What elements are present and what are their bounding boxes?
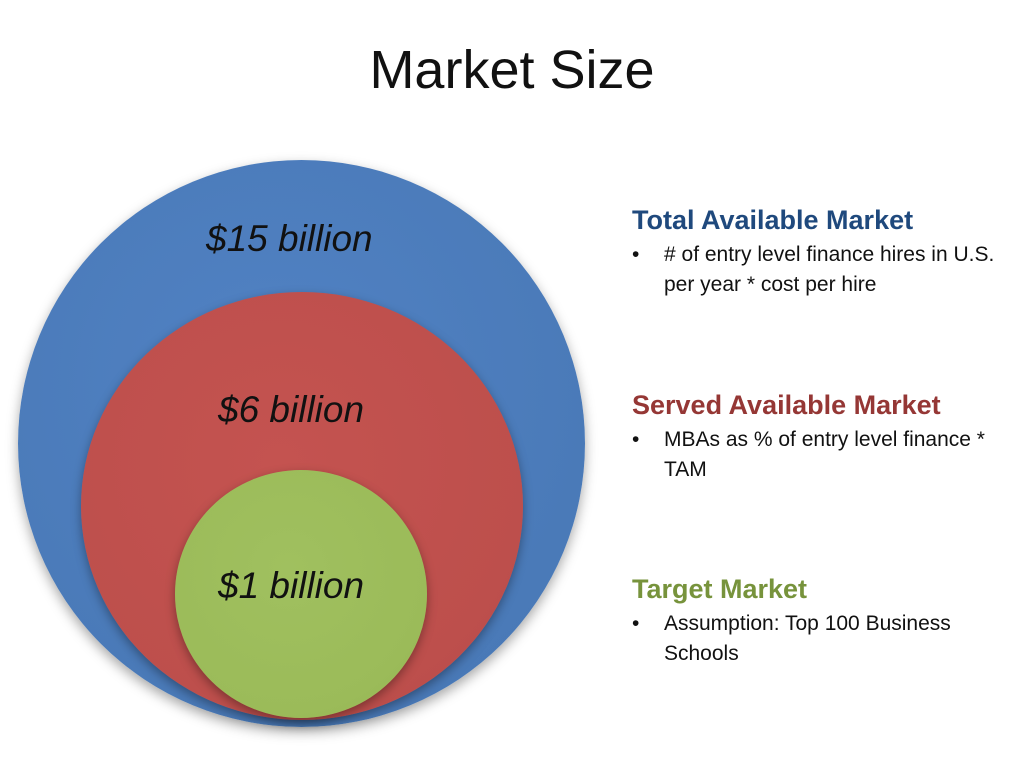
legend-served-bullet: • MBAs as % of entry level finance * TAM bbox=[632, 425, 1002, 485]
legend-served-heading: Served Available Market bbox=[632, 390, 941, 420]
bullet-marker: • bbox=[632, 612, 640, 636]
bullet-marker: • bbox=[632, 243, 640, 267]
target-market-circle bbox=[175, 470, 427, 718]
legend-total-heading: Total Available Market bbox=[632, 205, 914, 235]
legend-target-bullet-text: Assumption: Top 100 Business Schools bbox=[664, 612, 951, 666]
legend-target-market: Target Market • Assumption: Top 100 Busi… bbox=[632, 573, 1002, 669]
legend-served-bullet-text: MBAs as % of entry level finance * TAM bbox=[664, 428, 985, 482]
served-market-value: $6 billion bbox=[218, 389, 365, 430]
legend-total-market: Total Available Market • # of entry leve… bbox=[632, 204, 1002, 300]
total-market-value: $15 billion bbox=[206, 218, 373, 259]
legend-served-market: Served Available Market • MBAs as % of e… bbox=[632, 389, 1002, 485]
legend-target-heading: Target Market bbox=[632, 574, 808, 604]
slide-title: Market Size bbox=[369, 40, 655, 100]
legend-total-bullet-text: # of entry level finance hires in U.S. p… bbox=[664, 243, 995, 297]
target-market-value: $1 billion bbox=[218, 565, 365, 606]
bullet-marker: • bbox=[632, 428, 640, 452]
legend-target-bullet: • Assumption: Top 100 Business Schools bbox=[632, 609, 1002, 669]
legend-total-bullet: • # of entry level finance hires in U.S.… bbox=[632, 240, 1002, 300]
